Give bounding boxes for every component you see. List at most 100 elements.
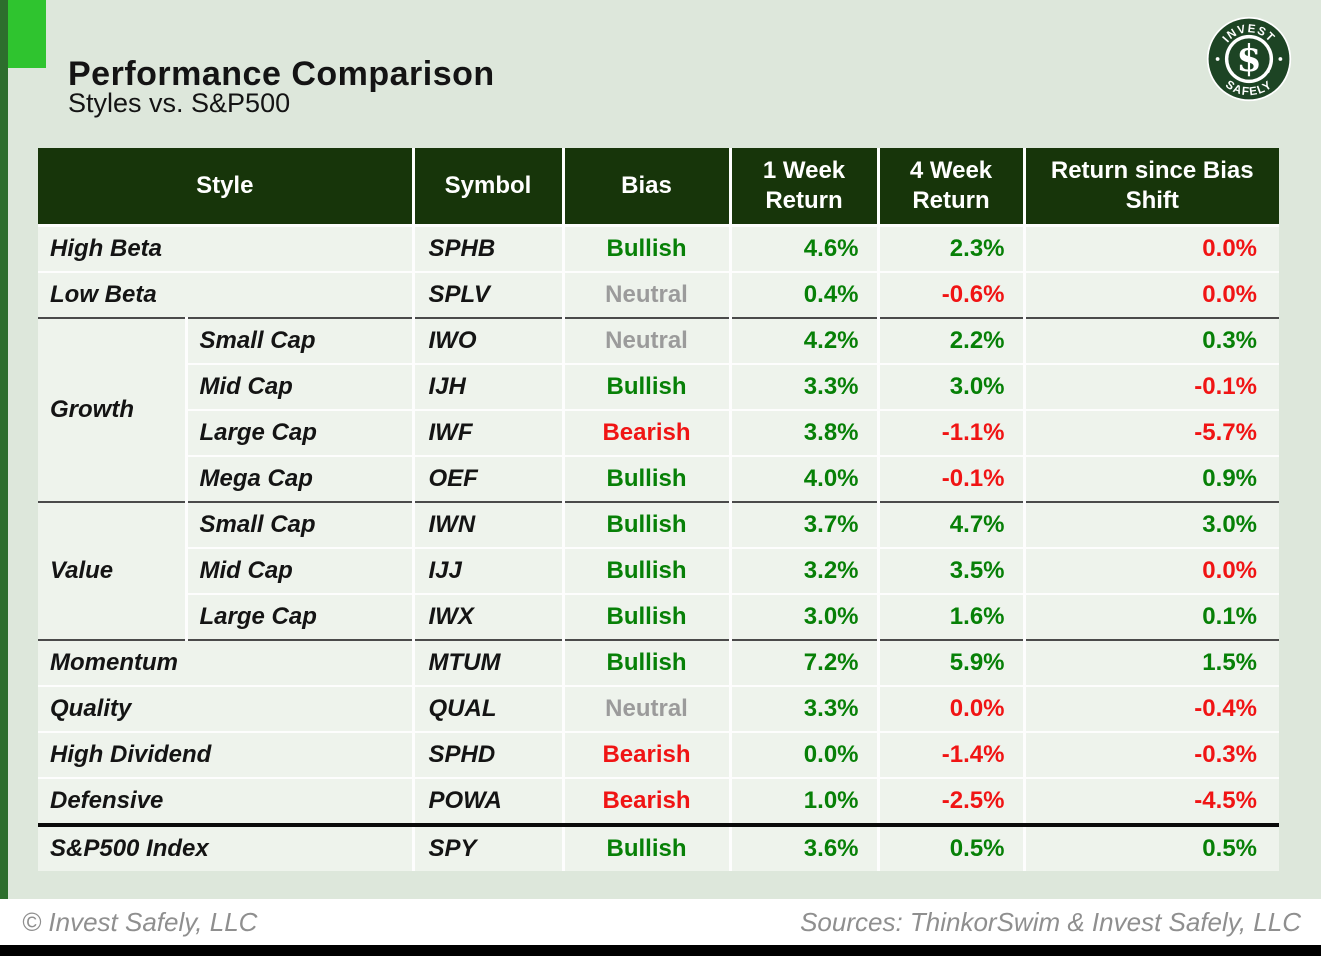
bias-cell: Bearish bbox=[561, 731, 730, 778]
week1-return-cell: 3.8% bbox=[728, 409, 878, 456]
col-header-style: Style bbox=[38, 148, 413, 227]
bias-cell: Bullish bbox=[561, 455, 730, 502]
table-row: Defensive POWA Bearish 1.0% -2.5% -4.5% bbox=[38, 777, 1279, 825]
table-row: High Dividend SPHD Bearish 0.0% -1.4% -0.3% bbox=[38, 731, 1279, 778]
week1-return-cell: 0.4% bbox=[728, 271, 878, 318]
week4-return-cell: -0.6% bbox=[876, 271, 1024, 318]
style-cell: Large Cap bbox=[184, 409, 413, 456]
symbol-cell: SPHB bbox=[411, 225, 563, 272]
return-since-bias-shift-cell: 1.5% bbox=[1022, 639, 1279, 686]
footer-bar: © Invest Safely, LLC Sources: ThinkorSwi… bbox=[0, 899, 1321, 945]
table-row: Large Cap IWX Bullish 3.0% 1.6% 0.1% bbox=[38, 593, 1279, 640]
symbol-cell: IWF bbox=[411, 409, 563, 456]
table-row: High Beta SPHB Bullish 4.6% 2.3% 0.0% bbox=[38, 225, 1279, 272]
symbol-cell: IWX bbox=[411, 593, 563, 640]
return-since-bias-shift-cell: 0.0% bbox=[1022, 547, 1279, 594]
bias-cell: Bullish bbox=[561, 225, 730, 272]
performance-table: Style Symbol Bias 1 Week Return 4 Week R… bbox=[38, 148, 1279, 871]
week1-return-cell: 0.0% bbox=[728, 731, 878, 778]
table-row: Quality QUAL Neutral 3.3% 0.0% -0.4% bbox=[38, 685, 1279, 732]
col-header-1-week-return: 1 Week Return bbox=[728, 148, 878, 227]
bias-cell: Bullish bbox=[561, 363, 730, 410]
return-since-bias-shift-cell: 0.0% bbox=[1022, 225, 1279, 272]
week1-return-cell: 3.7% bbox=[728, 501, 878, 548]
return-since-bias-shift-cell: 0.1% bbox=[1022, 593, 1279, 640]
bias-cell: Bullish bbox=[561, 547, 730, 594]
col-header-return-since-bias-shift: Return since Bias Shift bbox=[1022, 148, 1279, 227]
table-row: Momentum MTUM Bullish 7.2% 5.9% 1.5% bbox=[38, 639, 1279, 686]
style-cell: Mid Cap bbox=[184, 547, 413, 594]
return-since-bias-shift-cell: -0.3% bbox=[1022, 731, 1279, 778]
table-row: Mega Cap OEF Bullish 4.0% -0.1% 0.9% bbox=[38, 455, 1279, 502]
table-row: Mid Cap IJJ Bullish 3.2% 3.5% 0.0% bbox=[38, 547, 1279, 594]
style-cell: High Beta bbox=[38, 225, 413, 272]
header-row: Style Symbol Bias 1 Week Return 4 Week R… bbox=[38, 148, 1279, 227]
return-since-bias-shift-cell: -4.5% bbox=[1022, 777, 1279, 825]
return-since-bias-shift-cell: 3.0% bbox=[1022, 501, 1279, 548]
table-row: Growth Small Cap IWO Neutral 4.2% 2.2% 0.3% bbox=[38, 317, 1279, 502]
return-since-bias-shift-cell: -0.1% bbox=[1022, 363, 1279, 410]
return-since-bias-shift-cell: 0.3% bbox=[1022, 317, 1279, 364]
style-group-cell: Growth bbox=[38, 317, 186, 502]
week4-return-cell: -0.1% bbox=[876, 455, 1024, 502]
week1-return-cell: 4.2% bbox=[728, 317, 878, 364]
logo-right-dot bbox=[1278, 57, 1283, 61]
bias-cell: Neutral bbox=[561, 317, 730, 364]
return-since-bias-shift-cell: 0.0% bbox=[1022, 271, 1279, 318]
style-cell: Low Beta bbox=[38, 271, 413, 318]
return-since-bias-shift-cell: -0.4% bbox=[1022, 685, 1279, 732]
week1-return-cell: 3.3% bbox=[728, 363, 878, 410]
symbol-cell: IJH bbox=[411, 363, 563, 410]
page-subtitle: Styles vs. S&P500 bbox=[68, 88, 291, 118]
bias-cell: Bullish bbox=[561, 823, 730, 871]
bias-cell: Bearish bbox=[561, 409, 730, 456]
sources-text: Sources: ThinkorSwim & Invest Safely, LL… bbox=[800, 906, 1301, 937]
invest-safely-logo-svg: INVEST SAFELY $ ® bbox=[1206, 16, 1292, 102]
symbol-cell: IWO bbox=[411, 317, 563, 364]
symbol-cell: SPHD bbox=[411, 731, 563, 778]
symbol-cell: SPY bbox=[411, 823, 563, 871]
week1-return-cell: 3.2% bbox=[728, 547, 878, 594]
week4-return-cell: -2.5% bbox=[876, 777, 1024, 825]
bottom-black-bar bbox=[0, 945, 1321, 956]
style-cell: S&P500 Index bbox=[38, 823, 413, 871]
green-accent-square bbox=[8, 0, 46, 68]
table-row: Value Small Cap IWN Bullish 3.7% 4.7% 3.0% bbox=[38, 501, 1279, 640]
performance-table-wrap: Style Symbol Bias 1 Week Return 4 Week R… bbox=[38, 148, 1279, 871]
logo-dollar-monogram: $ bbox=[1236, 37, 1261, 80]
style-cell: Mega Cap bbox=[184, 455, 413, 502]
table-row: S&P500 Index SPY Bullish 3.6% 0.5% 0.5% bbox=[38, 823, 1279, 871]
svg-text:SAFELY: SAFELY bbox=[1223, 78, 1275, 98]
week4-return-cell: 3.5% bbox=[876, 547, 1024, 594]
symbol-cell: IJJ bbox=[411, 547, 563, 594]
week4-return-cell: 2.3% bbox=[876, 225, 1024, 272]
style-cell: Small Cap bbox=[184, 317, 413, 364]
style-group-cell: Value bbox=[38, 501, 186, 640]
logo-text-safely: SAFELY bbox=[1223, 78, 1274, 98]
copyright-text: © Invest Safely, LLC bbox=[22, 906, 258, 937]
week1-return-cell: 7.2% bbox=[728, 639, 878, 686]
return-since-bias-shift-cell: 0.9% bbox=[1022, 455, 1279, 502]
symbol-cell: SPLV bbox=[411, 271, 563, 318]
table-row: Mid Cap IJH Bullish 3.3% 3.0% -0.1% bbox=[38, 363, 1279, 410]
bias-cell: Bullish bbox=[561, 593, 730, 640]
logo-trademark: ® bbox=[1266, 68, 1270, 75]
week1-return-cell: 3.6% bbox=[728, 823, 878, 871]
week1-return-cell: 4.6% bbox=[728, 225, 878, 272]
week4-return-cell: 0.0% bbox=[876, 685, 1024, 732]
style-cell: Momentum bbox=[38, 639, 413, 686]
return-since-bias-shift-cell: -5.7% bbox=[1022, 409, 1279, 456]
symbol-cell: QUAL bbox=[411, 685, 563, 732]
style-cell: Defensive bbox=[38, 777, 413, 825]
logo-center-disc bbox=[1228, 38, 1270, 80]
table-row: Low Beta SPLV Neutral 0.4% -0.6% 0.0% bbox=[38, 271, 1279, 318]
bias-cell: Neutral bbox=[561, 271, 730, 318]
bias-cell: Bearish bbox=[561, 777, 730, 825]
symbol-cell: IWN bbox=[411, 501, 563, 548]
week1-return-cell: 1.0% bbox=[728, 777, 878, 825]
bias-cell: Bullish bbox=[561, 501, 730, 548]
page-title: Performance Comparison bbox=[68, 54, 495, 93]
bias-cell: Bullish bbox=[561, 639, 730, 686]
week4-return-cell: 5.9% bbox=[876, 639, 1024, 686]
week4-return-cell: 0.5% bbox=[876, 823, 1024, 871]
